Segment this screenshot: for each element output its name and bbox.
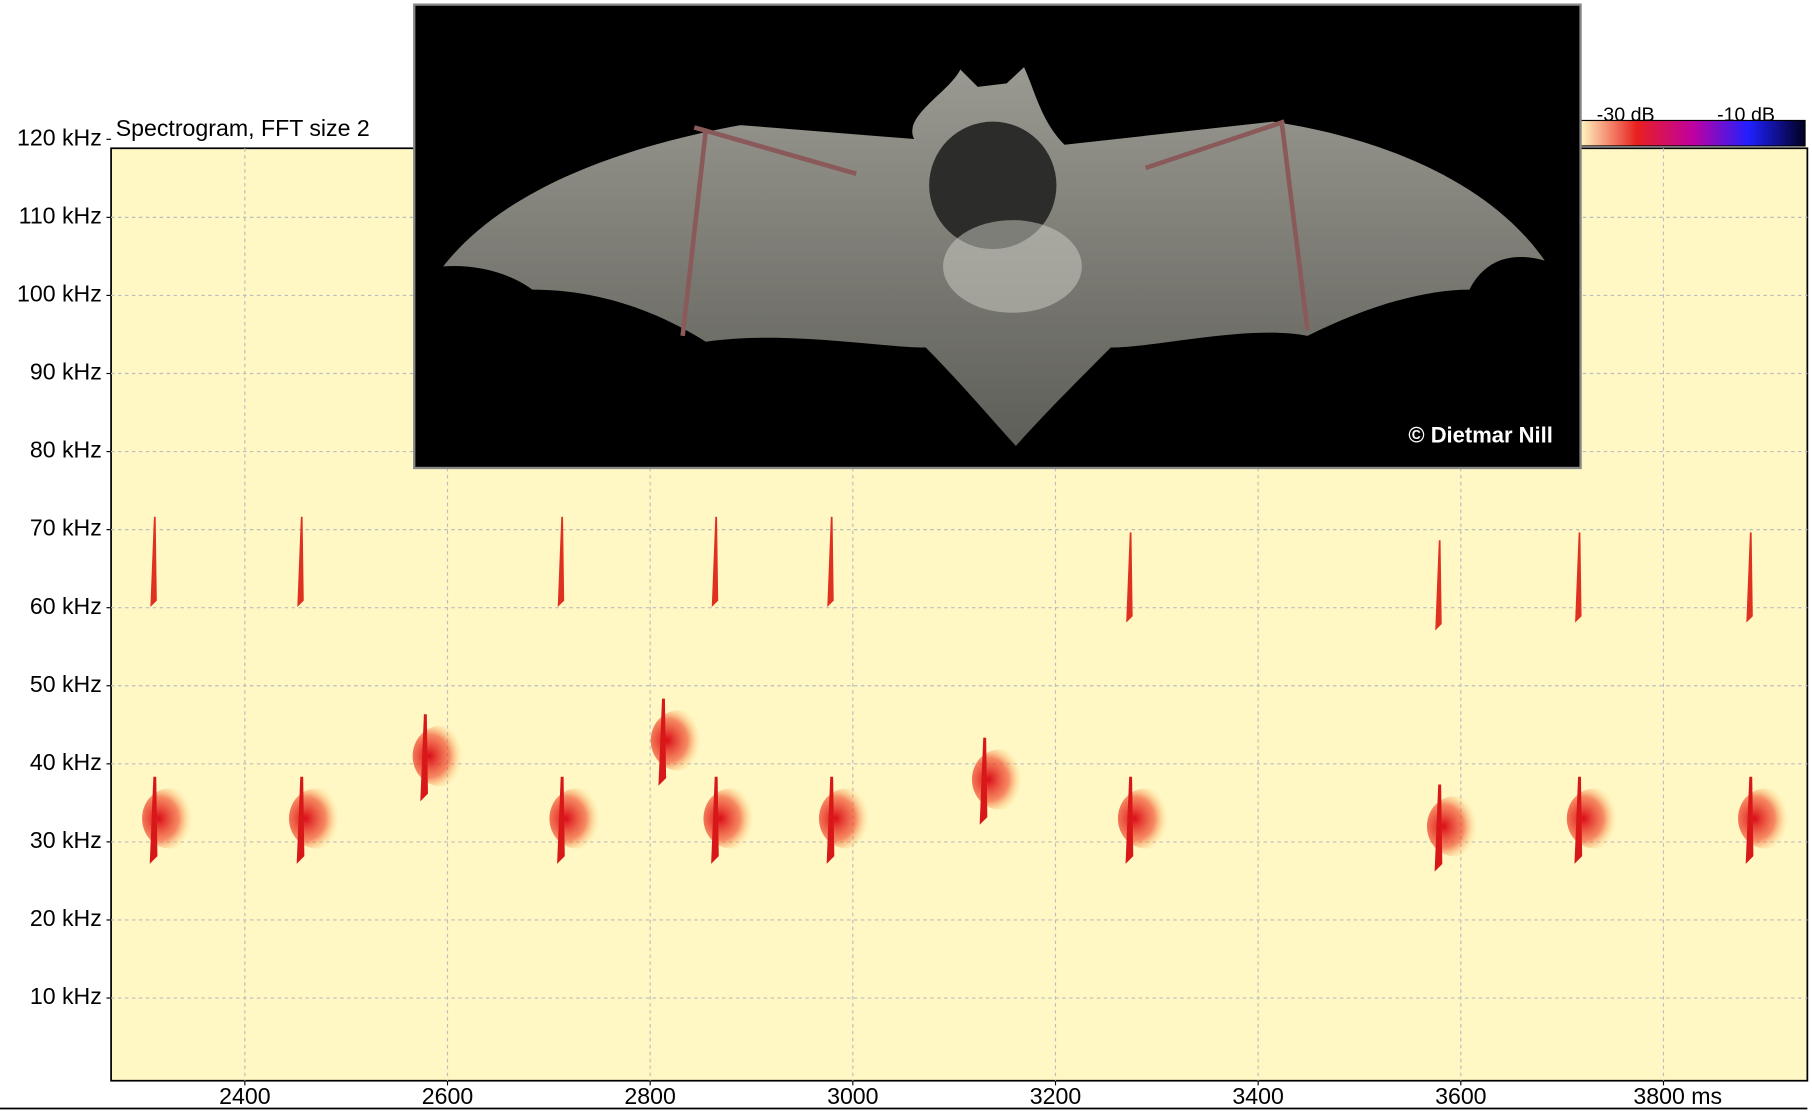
x-tick-label: 2400	[219, 1083, 270, 1109]
call	[1126, 532, 1133, 623]
colorbar-label: -10 dB	[1717, 104, 1775, 126]
call	[711, 516, 719, 608]
y-tick-label: 100 kHz	[17, 281, 102, 307]
bat-body	[929, 121, 1057, 250]
colorbar-label: -30 dB	[1597, 104, 1655, 126]
y-tick-label: 90 kHz	[30, 359, 102, 385]
call-energy	[549, 788, 605, 849]
y-tick-label: 10 kHz	[30, 983, 102, 1009]
call	[296, 776, 305, 864]
call	[827, 516, 834, 608]
marks-layer	[142, 516, 1794, 872]
photo-credit: © Dietmar Nill	[1408, 422, 1552, 447]
bat-arm	[680, 119, 1310, 337]
colorbar: -30 dB -10 dB	[1580, 104, 1806, 147]
y-tick-label: 60 kHz	[30, 593, 102, 619]
call	[826, 776, 835, 864]
call	[557, 776, 565, 864]
y-tick-label: 40 kHz	[30, 749, 102, 775]
labels-layer: 10 kHz 20 kHz 30 kHz 40 kHz 50 kHz 60 kHz 70 k…	[17, 124, 1722, 1109]
y-tick-label: 30 kHz	[30, 827, 102, 853]
call	[658, 698, 667, 786]
chart-title: Spectrogram, FFT size 2	[116, 115, 370, 141]
bat-belly	[943, 220, 1082, 313]
call-energy	[412, 725, 469, 787]
y-tick-label: 110 kHz	[19, 202, 102, 228]
call	[149, 776, 158, 864]
y-tick-label: 120 kHz	[17, 124, 102, 150]
call-energy	[703, 788, 759, 849]
call-energy	[142, 788, 198, 849]
call	[1434, 784, 1443, 872]
call	[150, 516, 157, 608]
x-tick-label: 3200	[1030, 1083, 1081, 1109]
call	[711, 776, 719, 864]
call-energy	[1117, 788, 1174, 849]
call	[1575, 532, 1582, 623]
x-tick-label: 2800	[624, 1083, 675, 1109]
call	[1125, 776, 1134, 864]
call	[1745, 776, 1754, 864]
call-energy	[1566, 788, 1623, 849]
x-tick-label: 3600	[1435, 1083, 1486, 1109]
call	[297, 516, 304, 608]
call-energy	[1426, 796, 1483, 857]
call	[1574, 776, 1583, 864]
x-tick-label: 2600	[422, 1083, 473, 1109]
x-tick-label: 3800 ms	[1633, 1083, 1722, 1109]
y-tick-label: 70 kHz	[30, 515, 102, 541]
colorbar-gradient	[1580, 119, 1806, 147]
y-tick-label: 80 kHz	[30, 437, 102, 463]
y-tick-label: 50 kHz	[30, 671, 102, 697]
y-tick-label: 20 kHz	[30, 905, 102, 931]
call	[979, 737, 988, 825]
photo: © Dietmar Nill	[413, 3, 1582, 470]
call-energy	[971, 749, 1028, 810]
call-energy	[818, 788, 875, 849]
x-tick-label: 3400	[1232, 1083, 1283, 1109]
call-energy	[288, 788, 345, 849]
call	[420, 714, 428, 802]
call-energy	[1738, 788, 1794, 849]
call-energy	[650, 710, 707, 771]
call	[1746, 532, 1753, 623]
x-tick-label: 3000	[827, 1083, 878, 1109]
call	[557, 516, 565, 608]
call	[1435, 540, 1442, 631]
